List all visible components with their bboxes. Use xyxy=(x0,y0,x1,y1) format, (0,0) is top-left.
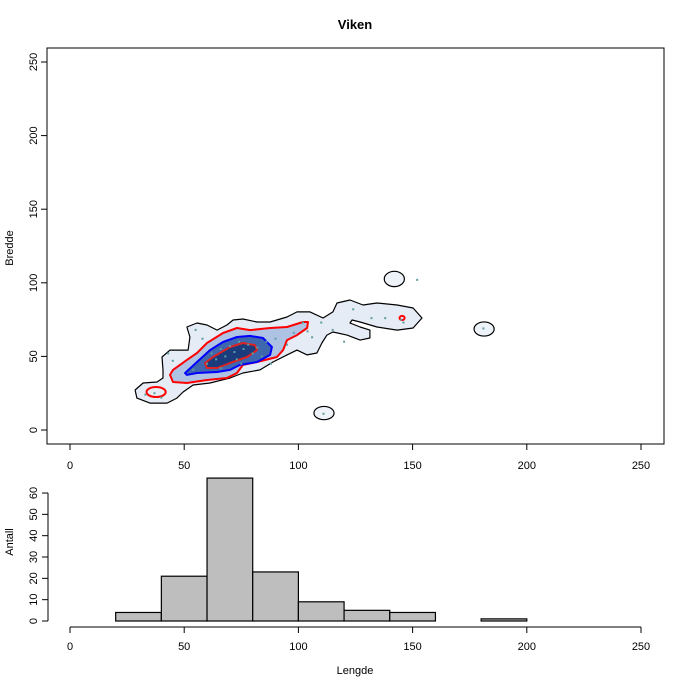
data-point xyxy=(402,321,405,324)
histogram: 0 50 100 150 200 250 0 10 20 30 40 50 60 xyxy=(28,477,650,653)
data-point xyxy=(144,393,147,396)
data-point xyxy=(416,278,419,281)
data-point xyxy=(482,327,485,330)
y-tick-label: 20 xyxy=(28,572,40,584)
data-point xyxy=(210,352,213,355)
data-point xyxy=(320,321,323,324)
y-tick-label: 50 xyxy=(28,350,40,362)
x-tick-label: 50 xyxy=(178,460,190,472)
y-tick-label: 30 xyxy=(28,551,40,563)
data-point xyxy=(233,350,236,353)
y-tick-label: 150 xyxy=(28,200,40,218)
histogram-bar xyxy=(252,571,300,622)
data-point xyxy=(400,318,403,321)
data-point xyxy=(301,321,304,324)
data-point xyxy=(228,345,231,348)
data-point xyxy=(384,317,387,320)
data-point xyxy=(269,362,272,365)
data-point xyxy=(370,317,373,320)
histogram-bar xyxy=(389,611,437,622)
data-point xyxy=(153,392,156,395)
x-tick-label: 100 xyxy=(289,641,307,653)
x-tick-label: 200 xyxy=(518,460,536,472)
histogram-bar xyxy=(297,601,345,622)
data-point xyxy=(219,348,222,351)
y-tick-label: 100 xyxy=(28,274,40,292)
data-point xyxy=(192,368,195,371)
data-point xyxy=(251,352,254,355)
data-point xyxy=(265,340,268,343)
contour-level2-island xyxy=(145,386,167,399)
y-tick-label: 0 xyxy=(28,618,40,624)
histogram-bar xyxy=(343,609,391,622)
data-point xyxy=(260,355,263,358)
x-tick-label: 150 xyxy=(403,641,421,653)
hist-x-axis-label: Lengde xyxy=(337,665,374,677)
x-tick-label: 50 xyxy=(178,641,190,653)
x-tick-label: 0 xyxy=(67,460,73,472)
data-point xyxy=(311,336,314,339)
histogram-bar xyxy=(206,477,254,622)
y-tick-label: 0 xyxy=(28,427,40,433)
x-tick-label: 250 xyxy=(632,460,650,472)
contour-plot: 0 50 100 150 200 250 0 50 100 150 200 250 xyxy=(28,47,665,472)
data-point xyxy=(171,359,174,362)
data-point xyxy=(242,348,245,351)
data-point xyxy=(167,352,170,355)
data-point xyxy=(322,412,325,415)
data-point xyxy=(343,340,346,343)
x-tick-label: 150 xyxy=(403,460,421,472)
y-tick-label: 10 xyxy=(28,594,40,606)
data-point xyxy=(160,396,163,399)
y-tick-label: 250 xyxy=(28,53,40,71)
data-point xyxy=(285,343,288,346)
x-tick-label: 250 xyxy=(632,641,650,653)
data-point xyxy=(224,355,227,358)
data-point xyxy=(194,328,197,331)
data-point xyxy=(215,358,218,361)
histogram-bar xyxy=(160,575,208,622)
y-tick-label: 200 xyxy=(28,126,40,144)
data-point xyxy=(256,346,259,349)
hist-y-axis-label: Antall xyxy=(4,528,16,556)
data-point xyxy=(240,362,243,365)
data-point xyxy=(331,328,334,331)
contour-outer-island xyxy=(383,270,405,288)
histogram-bar xyxy=(115,611,162,622)
histogram-bar xyxy=(480,618,528,622)
y-tick-label: 40 xyxy=(28,530,40,542)
data-point xyxy=(206,362,209,365)
data-point xyxy=(219,367,222,370)
data-point xyxy=(352,308,355,311)
data-point xyxy=(201,337,204,340)
data-point xyxy=(235,358,238,361)
top-y-axis-label: Bredde xyxy=(4,230,16,265)
x-tick-label: 100 xyxy=(289,460,307,472)
plot-frame xyxy=(46,47,665,445)
data-point xyxy=(274,337,277,340)
x-tick-label: 200 xyxy=(518,641,536,653)
y-tick-label: 50 xyxy=(28,508,40,520)
y-tick-label: 60 xyxy=(28,487,40,499)
data-point xyxy=(292,331,295,334)
chart-title: Viken xyxy=(338,17,373,32)
data-point xyxy=(306,330,309,333)
data-point xyxy=(238,340,241,343)
data-point xyxy=(247,343,250,346)
x-tick-label: 0 xyxy=(67,641,73,653)
